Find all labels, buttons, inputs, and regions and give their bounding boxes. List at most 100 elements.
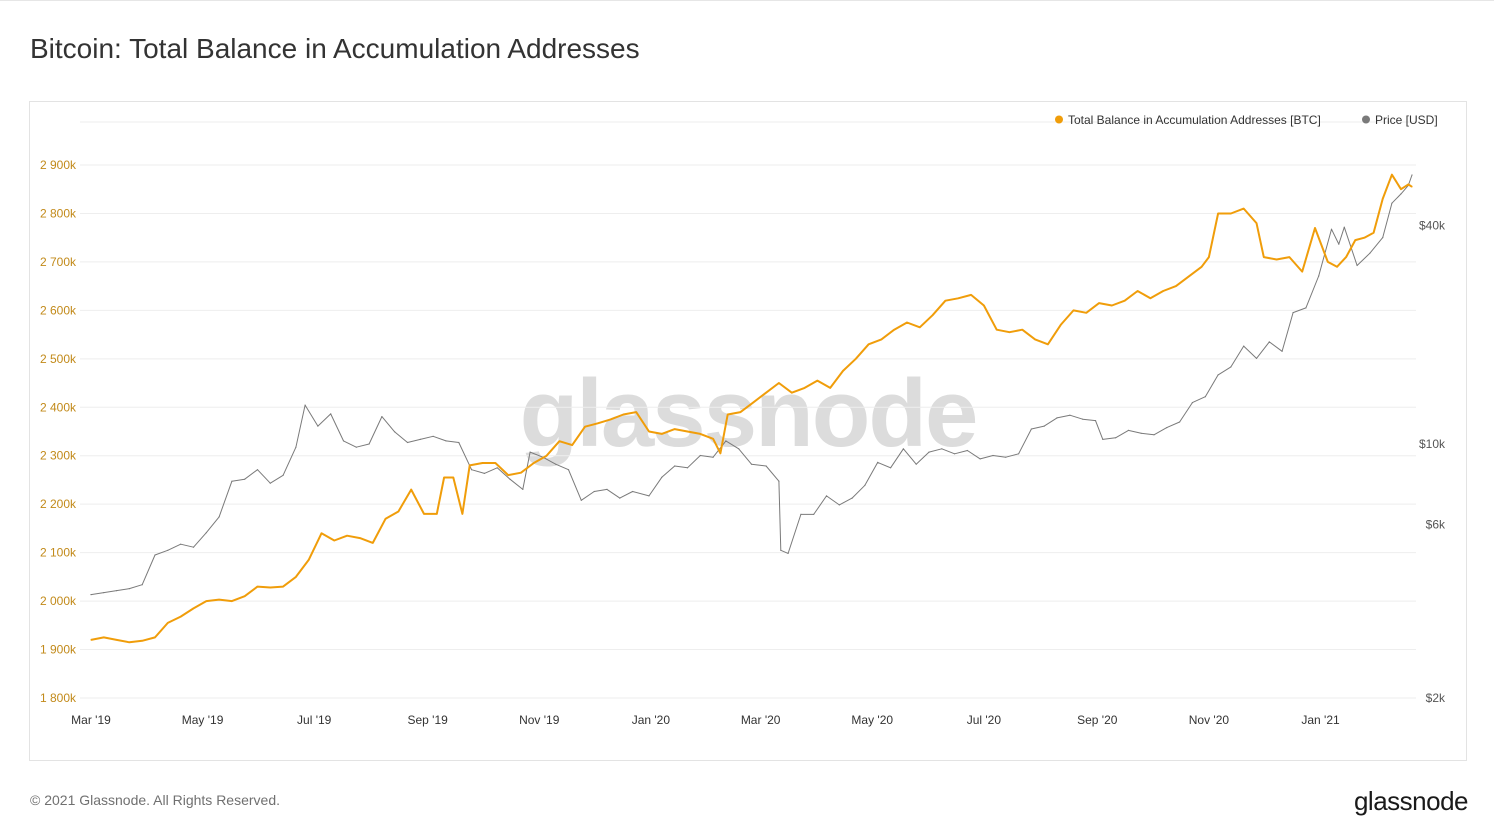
- price-point: [800, 513, 802, 516]
- price-point: [825, 495, 828, 497]
- balance-point: [932, 314, 934, 316]
- price-point: [1094, 420, 1097, 422]
- price-point: [1369, 252, 1371, 254]
- price-point: [928, 451, 930, 453]
- legend-label[interactable]: Price [USD]: [1375, 113, 1438, 127]
- balance-point: [919, 326, 921, 328]
- x-tick-label: May '19: [182, 713, 224, 727]
- balance-point: [1085, 312, 1087, 314]
- balance-point: [507, 474, 509, 476]
- left-tick-label: 2 400k: [40, 400, 77, 414]
- x-tick-label: Jul '20: [967, 713, 1002, 727]
- balance-point: [855, 358, 857, 360]
- balance-point: [661, 433, 663, 435]
- price-point: [1102, 438, 1104, 440]
- balance-point: [1008, 331, 1011, 333]
- left-tick-label: 2 700k: [40, 255, 77, 269]
- chart-frame: [29, 101, 1467, 761]
- price-point: [458, 441, 460, 444]
- balance-point: [308, 559, 310, 561]
- balance-point: [244, 595, 246, 597]
- balance-point: [752, 401, 754, 403]
- balance-point: [1363, 237, 1365, 239]
- balance-point: [893, 329, 895, 331]
- price-point: [1268, 341, 1270, 343]
- price-point: [471, 469, 473, 471]
- footer-logo[interactable]: glassnode: [1353, 786, 1469, 816]
- balance-point: [610, 418, 612, 420]
- balance-point: [674, 428, 676, 430]
- price-point: [496, 467, 498, 469]
- left-axis: 1 800k 1 900k 2 000k 2 100k 2 200k 2 300k 2 40…: [40, 158, 77, 705]
- top-divider: [0, 0, 1494, 1]
- price-point: [154, 554, 156, 556]
- balance-point: [452, 476, 454, 479]
- price-point: [1115, 437, 1117, 439]
- price-point: [90, 594, 92, 596]
- balance-point: [1400, 188, 1402, 190]
- price-point: [406, 441, 409, 444]
- legend-label[interactable]: Total Balance in Accumulation Addresses …: [1068, 113, 1321, 127]
- balance-point: [1301, 271, 1303, 273]
- price-point: [368, 443, 370, 445]
- balance-point: [1288, 256, 1290, 258]
- price-point: [330, 413, 332, 415]
- footer-copyright: © 2021 Glassnode. All Rights Reserved.: [30, 792, 281, 808]
- left-tick-label: 2 100k: [40, 546, 77, 560]
- price-point: [218, 516, 220, 518]
- price-point: [1343, 226, 1345, 228]
- balance-point: [1230, 212, 1232, 215]
- x-tick-label: Sep '20: [1077, 713, 1118, 727]
- right-tick-label: $2k: [1426, 691, 1446, 705]
- price-point: [648, 495, 650, 497]
- balance-point: [546, 455, 548, 457]
- price-point: [1318, 275, 1320, 277]
- price-point: [1400, 193, 1402, 195]
- balance-point: [1060, 324, 1062, 326]
- price-point: [787, 552, 789, 555]
- balance-point: [842, 370, 844, 372]
- price-point: [1166, 427, 1168, 429]
- price-point: [1191, 402, 1193, 404]
- price-point: [780, 549, 782, 551]
- balance-point: [269, 586, 271, 589]
- balance-point: [970, 294, 972, 296]
- page-title: Bitcoin: Total Balance in Accumulation A…: [30, 33, 640, 64]
- price-point: [593, 490, 595, 493]
- balance-point: [359, 537, 361, 539]
- price-point: [674, 465, 676, 467]
- price-point: [282, 474, 284, 476]
- price-point: [394, 431, 396, 433]
- price-point: [445, 440, 447, 442]
- balance-point: [1098, 302, 1100, 304]
- price-point: [1391, 202, 1393, 204]
- balance-point: [571, 444, 573, 446]
- price-point: [128, 588, 130, 590]
- price-point: [1338, 243, 1340, 245]
- x-tick-label: Mar '19: [71, 713, 111, 727]
- balance-point: [597, 422, 599, 424]
- balance-point: [1188, 275, 1190, 277]
- price-point: [1411, 174, 1413, 176]
- price-point: [838, 504, 840, 506]
- price-point: [317, 425, 319, 427]
- price-point: [1204, 396, 1206, 398]
- price-point: [1018, 453, 1020, 455]
- balance-point: [765, 392, 767, 394]
- balance-point: [1047, 343, 1049, 345]
- price-point: [116, 590, 118, 592]
- price-point: [1127, 429, 1129, 431]
- balance-point: [558, 440, 561, 442]
- price-point: [509, 478, 511, 480]
- price-point: [419, 438, 421, 440]
- price-point: [244, 478, 246, 480]
- balance-point: [180, 616, 182, 618]
- balance-point: [469, 464, 471, 466]
- balance-point: [397, 510, 399, 513]
- price-point: [941, 448, 943, 450]
- price-point: [180, 543, 182, 545]
- price-point: [992, 454, 994, 457]
- balance-point: [1327, 261, 1329, 263]
- price-point: [954, 453, 956, 455]
